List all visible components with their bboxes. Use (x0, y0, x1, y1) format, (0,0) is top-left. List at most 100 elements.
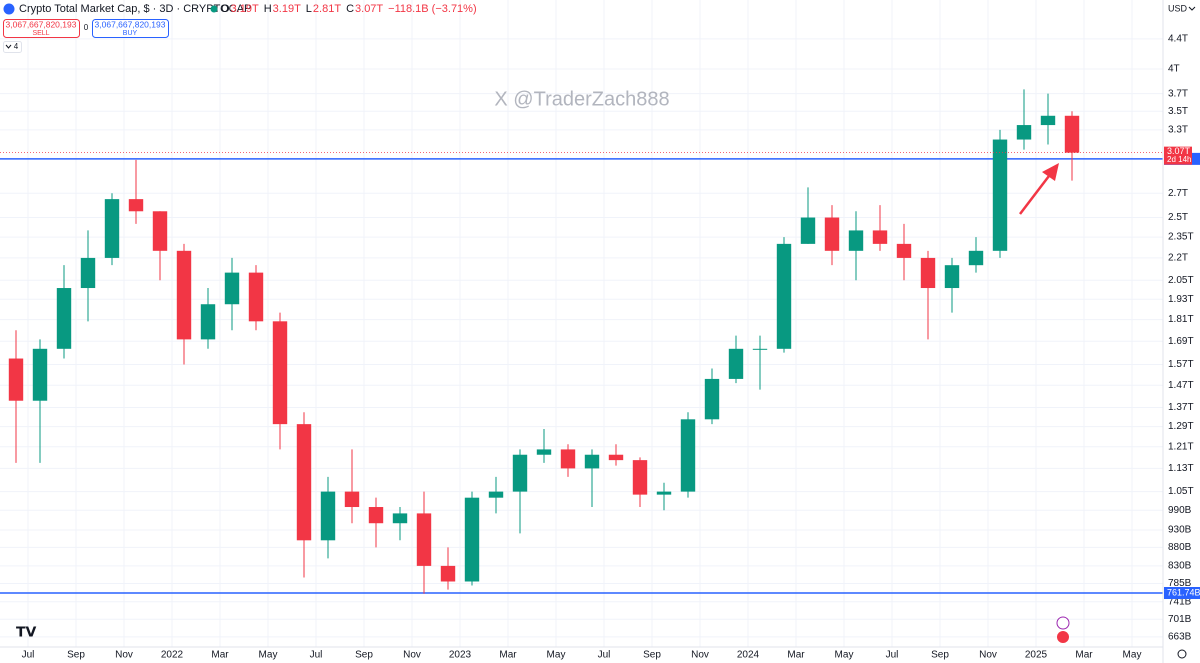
y-tick-label: 3.3T (1168, 124, 1188, 135)
candle-body (824, 217, 840, 251)
candle-body (200, 304, 216, 340)
ohlc-value: 2.81T (313, 3, 341, 15)
ohlc-value: 3.19T (231, 3, 259, 15)
x-tick-label: May (259, 650, 278, 661)
spread: 0 (84, 23, 89, 32)
x-tick-label: 2023 (449, 650, 472, 661)
sell-price[interactable]: 3,067,667,820,193 (6, 19, 77, 29)
event-icon[interactable] (1057, 631, 1069, 643)
y-tick-label: 990B (1168, 505, 1192, 516)
ohlc-key: H (264, 3, 272, 15)
x-tick-label: Sep (355, 650, 373, 661)
y-tick-label: 1.13T (1168, 463, 1194, 474)
level-label-box (1164, 587, 1200, 600)
candle-body (656, 491, 672, 495)
buy-label[interactable]: BUY (123, 30, 138, 37)
y-tick-label: 741B (1168, 596, 1192, 607)
candle-body (224, 272, 240, 305)
last-price-label: 3.07T (1167, 146, 1191, 156)
x-tick-label: May (835, 650, 854, 661)
symbol-icon (3, 3, 15, 15)
buy-button[interactable] (92, 19, 169, 38)
candle-body (872, 230, 888, 244)
candle-body (416, 513, 432, 566)
sell-button[interactable] (3, 19, 80, 38)
x-tick-label: Mar (499, 650, 517, 661)
y-tick-label: 3.5T (1168, 106, 1188, 117)
x-tick-label: 2024 (737, 650, 760, 661)
candle-body (680, 419, 696, 492)
chevron (5, 44, 12, 49)
candle-body (248, 272, 264, 322)
candle-body (80, 257, 96, 289)
candle-body (896, 243, 912, 258)
last-price-box (1164, 146, 1192, 165)
candle-body (56, 288, 72, 349)
status-dot (210, 5, 218, 13)
ohlc-value: 3.19T (273, 3, 301, 15)
candle-body (8, 358, 24, 401)
candle-body (104, 199, 120, 258)
arrow-head (1042, 163, 1059, 181)
annotation-arrow (1019, 171, 1053, 215)
plot (0, 89, 1163, 594)
indicator-count[interactable]: 4 (14, 42, 19, 51)
x-tick-label: Jul (886, 650, 899, 661)
y-tick-label: 4.4T (1168, 34, 1188, 45)
x-tick-label: Sep (931, 650, 949, 661)
candle-body (704, 378, 720, 420)
candle-body (344, 491, 360, 508)
chevron (1188, 6, 1196, 11)
event-icon[interactable] (1056, 616, 1070, 630)
candle-body (512, 454, 528, 492)
y-tick-label: 2.05T (1168, 275, 1194, 286)
candle-body (392, 513, 408, 524)
candle-body (320, 491, 336, 541)
x-tick-label: 2025 (1025, 650, 1048, 661)
y-tick-label: 4T (1168, 64, 1180, 75)
level-label: 761.74B (1167, 587, 1200, 597)
candle-body (296, 424, 312, 541)
y-tick-label: 1.81T (1168, 314, 1194, 325)
y-tick-label: 1.57T (1168, 359, 1194, 370)
candle-body (752, 348, 768, 350)
x-tick-label: Nov (691, 650, 709, 661)
x-tick-label: May (547, 650, 566, 661)
logo: 𝗧𝗩 (16, 624, 37, 640)
y-tick-label: 2.2T (1168, 253, 1188, 264)
x-tick-label: Jul (598, 650, 611, 661)
y-tick-label: 663B (1168, 632, 1192, 643)
ohlc-value: 3.07T (355, 3, 383, 15)
indicators-toggle[interactable] (3, 41, 22, 53)
candle-body (176, 250, 192, 340)
currency[interactable]: USD (1168, 3, 1188, 13)
candle-body (368, 507, 384, 524)
y-tick-label: 701B (1168, 614, 1192, 625)
y-tick-label: 1.69T (1168, 336, 1194, 347)
ohlc-header: O 3.19T H 3.19T L 2.81T C 3.07T −118.1B (−3.71%) (221, 3, 477, 15)
candle-body (776, 243, 792, 349)
x-tick-label: Jul (22, 650, 35, 661)
y-tick-label: 930B (1168, 525, 1192, 536)
buy-price[interactable]: 3,067,667,820,193 (95, 19, 166, 29)
symbol-title: Crypto Total Market Cap, $ · 3D · CRYPTO… (19, 3, 251, 15)
x-tick-label: Mar (211, 650, 229, 661)
y-tick-label: 1.29T (1168, 421, 1194, 432)
settings-icon[interactable] (1177, 649, 1187, 659)
sell-label[interactable]: SELL (32, 30, 49, 37)
y-tick-label: 3.7T (1168, 88, 1188, 99)
y-tick-label: 1.21T (1168, 441, 1194, 452)
y-tick-label: 1.05T (1168, 486, 1194, 497)
x-tick-label: Jul (310, 650, 323, 661)
x-tick-label: Nov (979, 650, 997, 661)
x-tick-label: Mar (787, 650, 805, 661)
candle-body (608, 454, 624, 461)
y-tick-label: 830B (1168, 561, 1192, 572)
ohlc-key: L (306, 3, 312, 15)
x-tick-label: Sep (67, 650, 85, 661)
x-tick-label: Sep (643, 650, 661, 661)
watermark: X @TraderZach888 (494, 88, 669, 110)
candle-body (272, 321, 288, 425)
